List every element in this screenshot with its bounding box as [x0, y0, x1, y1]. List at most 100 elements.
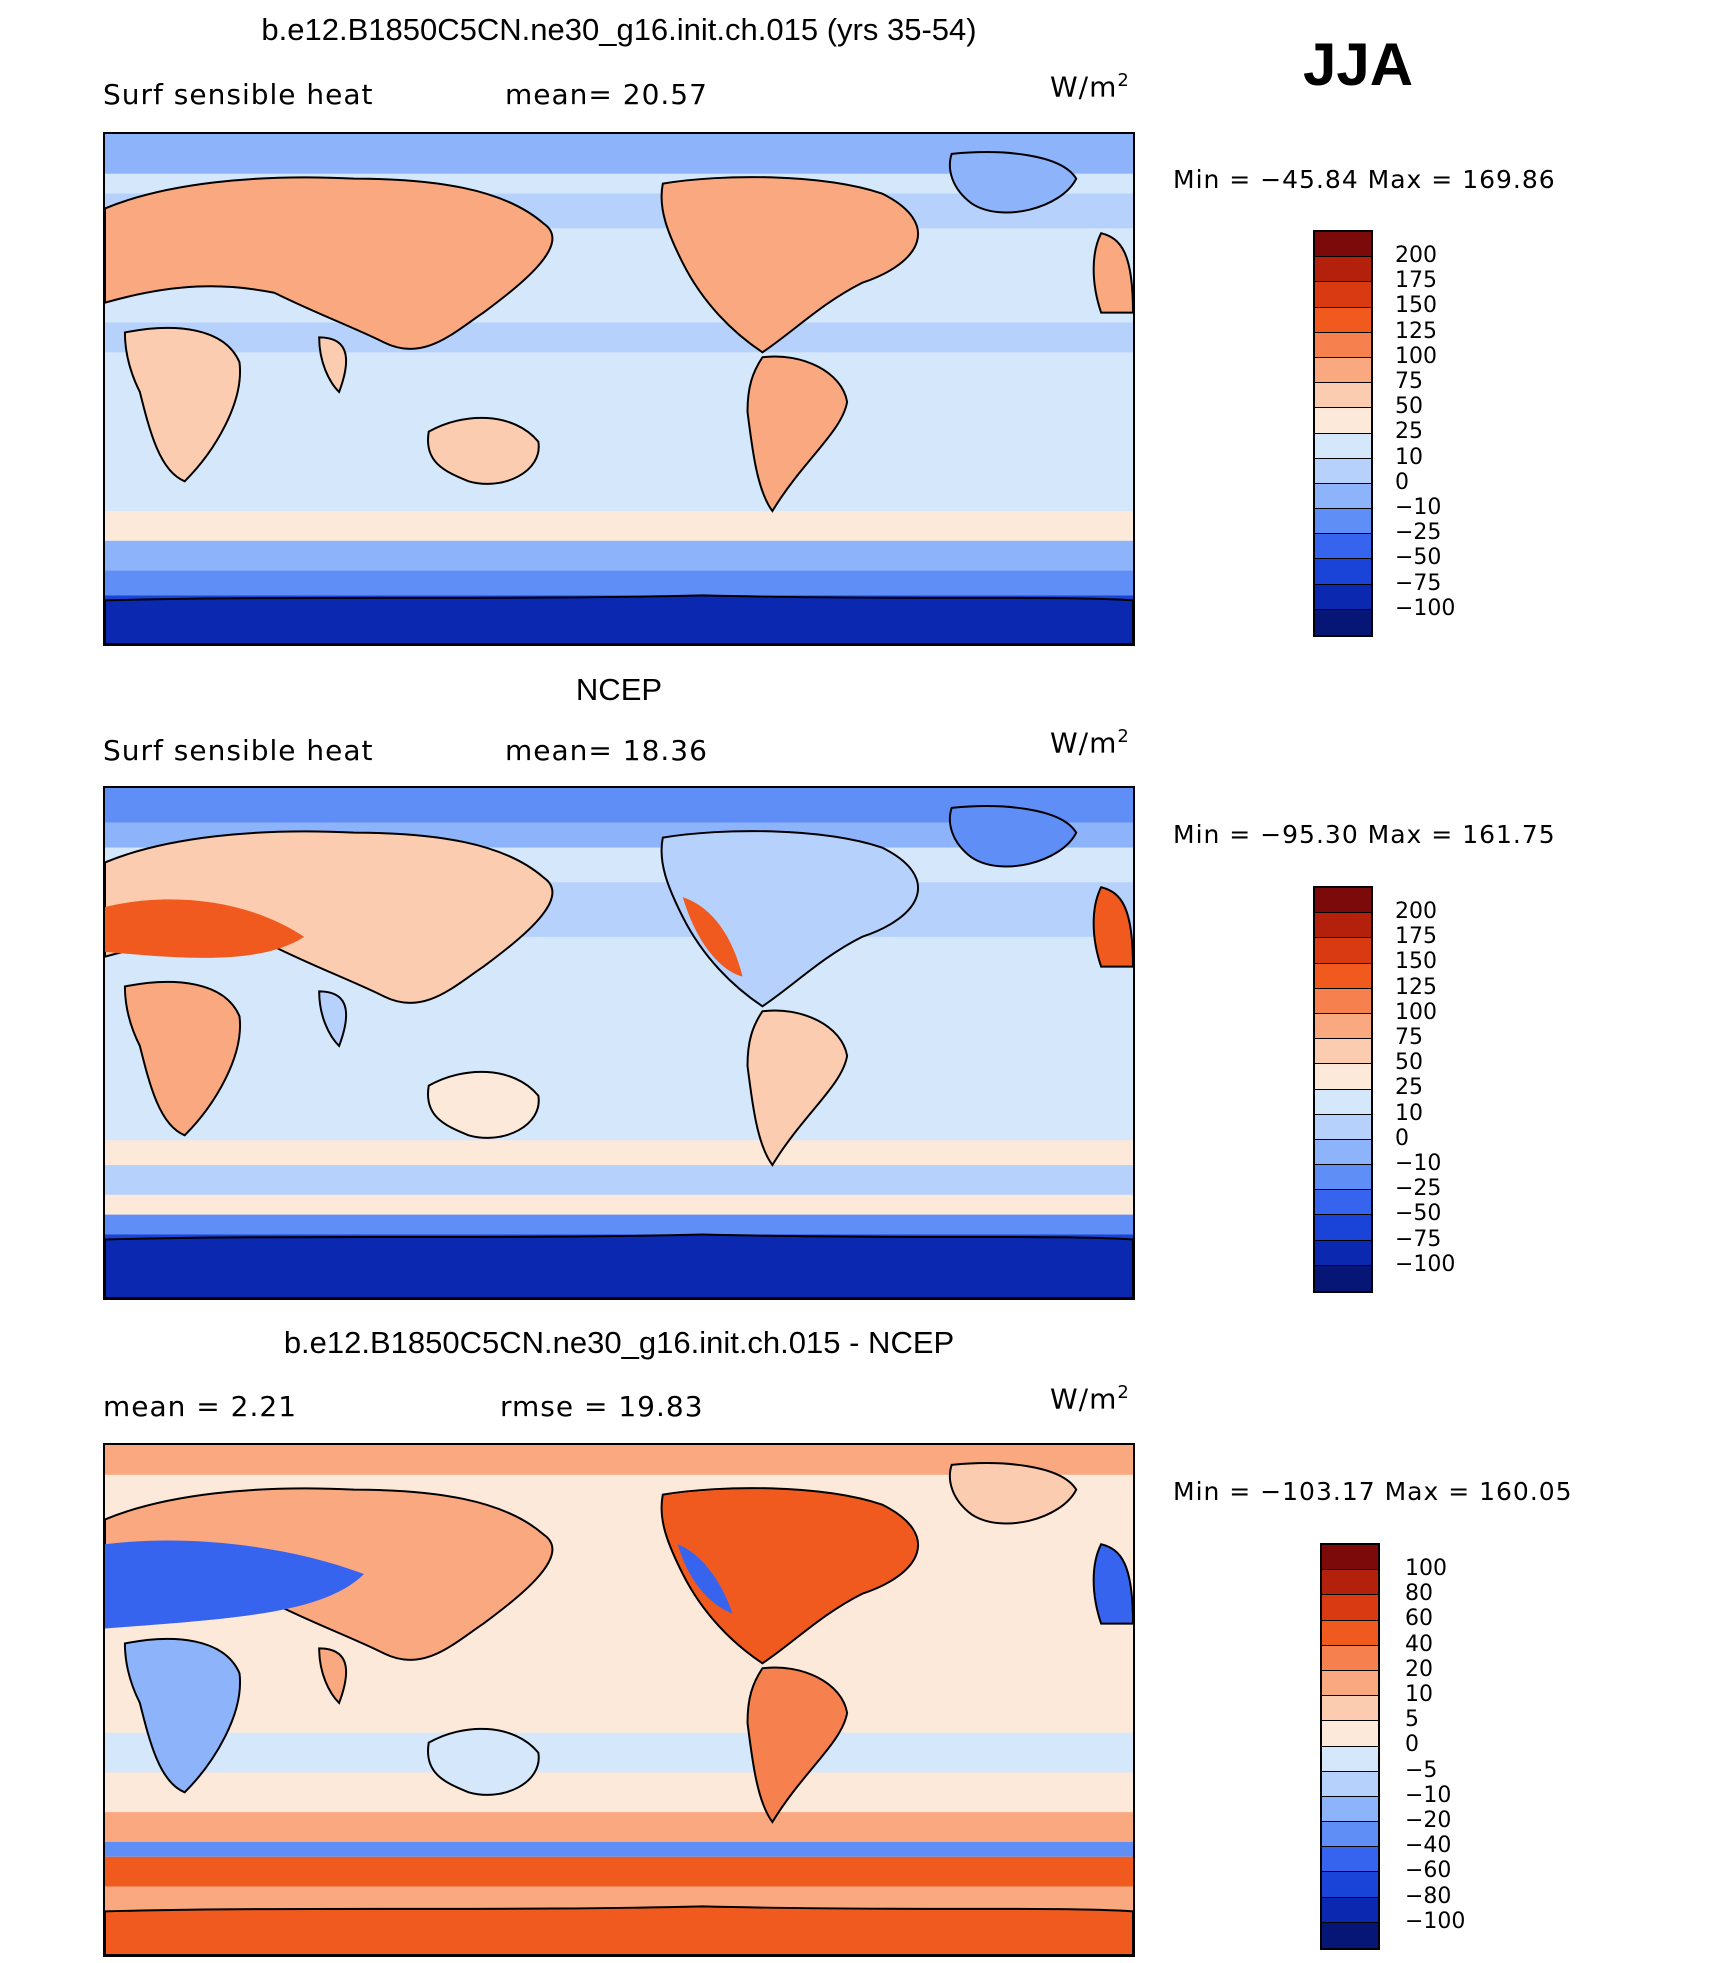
panel1-title: b.e12.B1850C5CN.ne30_g16.init.ch.015 (yr…: [261, 12, 977, 47]
colorbar-label: −75: [1395, 570, 1442, 596]
colorbar-label: 175: [1395, 924, 1437, 950]
colorbar-label: −25: [1395, 520, 1442, 546]
colorbar-label: −10: [1395, 1151, 1442, 1176]
colorbar-segment: [1315, 1240, 1371, 1266]
colorbar-segment: [1315, 1265, 1371, 1291]
panel1-units: W/m2: [1050, 70, 1130, 104]
colorbar-segment: [1315, 232, 1371, 258]
colorbar-label: −100: [1405, 1908, 1466, 1934]
colorbar-segment: [1315, 1114, 1371, 1140]
colorbar-segment: [1315, 609, 1371, 635]
colorbar-segment: [1315, 1039, 1371, 1065]
colorbar-label: 10: [1405, 1682, 1433, 1707]
colorbar-label: −10: [1395, 495, 1442, 520]
panel3-map: [103, 1443, 1135, 1957]
colorbar-label: 0: [1395, 1125, 1409, 1151]
colorbar-segment: [1322, 1897, 1378, 1923]
colorbar-segment: [1322, 1721, 1378, 1747]
season-label: JJA: [1303, 31, 1414, 98]
colorbar-segment: [1315, 257, 1371, 283]
panel2-minmax: Min = −95.30 Max = 161.75: [1173, 820, 1556, 849]
colorbar-label: 200: [1395, 243, 1437, 268]
colorbar-segment: [1315, 383, 1371, 409]
colorbar-label: 75: [1395, 369, 1423, 394]
colorbar-label: −5: [1405, 1757, 1438, 1783]
colorbar-label: 75: [1395, 1025, 1423, 1050]
colorbar-segment: [1315, 332, 1371, 358]
colorbar-label: 50: [1395, 394, 1423, 420]
colorbar-segment: [1315, 307, 1371, 333]
panel3-minmax: Min = −103.17 Max = 160.05: [1173, 1477, 1573, 1506]
colorbar-label: 0: [1405, 1732, 1419, 1758]
panel1-map: [103, 132, 1135, 646]
colorbar-segment: [1315, 988, 1371, 1014]
colorbar-label: 5: [1405, 1707, 1419, 1733]
colorbar-segment: [1322, 1570, 1378, 1596]
colorbar-segment: [1315, 584, 1371, 610]
colorbar-segment: [1322, 1696, 1378, 1722]
colorbar-segment: [1315, 913, 1371, 939]
colorbar-segment: [1315, 1215, 1371, 1241]
colorbar-label: 175: [1395, 268, 1437, 294]
colorbar-label: 100: [1405, 1556, 1447, 1581]
colorbar-label: −50: [1395, 1201, 1442, 1227]
panel3-title: b.e12.B1850C5CN.ne30_g16.init.ch.015 - N…: [283, 1325, 955, 1360]
panel2-units: W/m2: [1050, 726, 1130, 760]
colorbar-segment: [1315, 559, 1371, 585]
colorbar-segment: [1315, 458, 1371, 484]
colorbar-label: 60: [1405, 1606, 1433, 1632]
colorbar-label: 0: [1395, 469, 1409, 495]
colorbar-label: −75: [1395, 1226, 1442, 1252]
panel3-units: W/m2: [1050, 1382, 1130, 1416]
panel1-variable-label: Surf sensible heat: [103, 78, 374, 111]
colorbar-label: 100: [1395, 343, 1437, 369]
colorbar-segment: [1315, 433, 1371, 459]
colorbar-label: 25: [1395, 1075, 1423, 1101]
colorbar-segment: [1315, 963, 1371, 989]
colorbar-label: 50: [1395, 1050, 1423, 1076]
colorbar-segment: [1322, 1645, 1378, 1671]
colorbar-segment: [1322, 1822, 1378, 1848]
colorbar-segment: [1315, 534, 1371, 560]
colorbar-label: 10: [1395, 444, 1423, 470]
colorbar-label: 40: [1405, 1631, 1433, 1657]
colorbar-segment: [1315, 938, 1371, 964]
colorbar-label: −40: [1405, 1833, 1452, 1859]
colorbar-label: −20: [1405, 1808, 1452, 1833]
panel1-mean-label: mean= 20.57: [505, 78, 708, 111]
colorbar-segment: [1322, 1670, 1378, 1697]
colorbar-segment: [1315, 408, 1371, 434]
colorbar-segment: [1322, 1771, 1378, 1797]
colorbar-label: 150: [1395, 949, 1437, 975]
colorbar-segment: [1322, 1796, 1378, 1823]
colorbar-label: 25: [1395, 419, 1423, 445]
panel2-colorbar: [1313, 886, 1373, 1293]
colorbar-label: 150: [1395, 293, 1437, 319]
panel3-colorbar: [1320, 1543, 1380, 1950]
panel2-variable-label: Surf sensible heat: [103, 734, 374, 767]
colorbar-segment: [1322, 1620, 1378, 1646]
panel3-rmse-label: rmse = 19.83: [500, 1390, 704, 1423]
panel1-minmax: Min = −45.84 Max = 169.86: [1173, 165, 1556, 194]
panel2-title: NCEP: [575, 672, 663, 707]
colorbar-label: −60: [1405, 1858, 1452, 1884]
colorbar-segment: [1322, 1746, 1378, 1772]
colorbar-segment: [1315, 282, 1371, 308]
colorbar-label: −50: [1395, 545, 1442, 571]
colorbar-label: −80: [1405, 1883, 1452, 1909]
colorbar-segment: [1315, 1013, 1371, 1040]
colorbar-segment: [1322, 1595, 1378, 1621]
colorbar-label: 200: [1395, 899, 1437, 924]
colorbar-segment: [1322, 1847, 1378, 1873]
colorbar-segment: [1315, 1064, 1371, 1090]
colorbar-segment: [1315, 1190, 1371, 1216]
colorbar-segment: [1315, 1089, 1371, 1115]
colorbar-label: 125: [1395, 318, 1437, 344]
colorbar-label: −25: [1395, 1176, 1442, 1202]
colorbar-segment: [1315, 1139, 1371, 1166]
colorbar-label: 80: [1405, 1581, 1433, 1607]
colorbar-segment: [1315, 888, 1371, 914]
colorbar-label: −100: [1395, 595, 1456, 621]
colorbar-label: 125: [1395, 974, 1437, 1000]
panel2-mean-label: mean= 18.36: [505, 734, 708, 767]
